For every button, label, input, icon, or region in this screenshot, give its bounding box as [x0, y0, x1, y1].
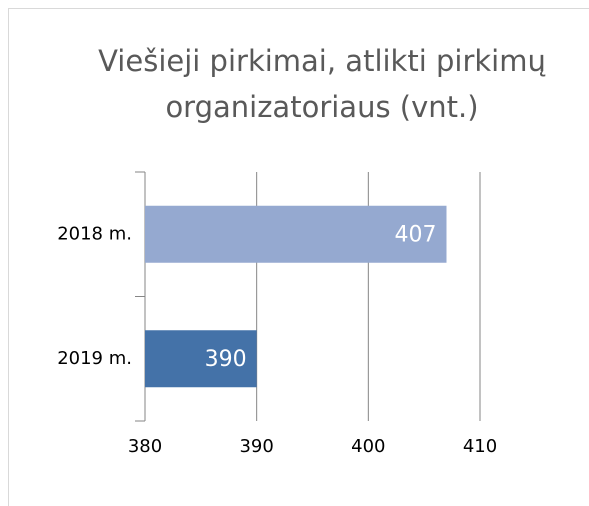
y-tick-label: 2019 m.: [57, 348, 132, 369]
x-tick-label: 400: [351, 436, 385, 457]
y-tick-label: 2018 m.: [57, 223, 132, 244]
bar: [145, 205, 447, 263]
chart-border: [8, 8, 589, 506]
bar: [145, 330, 257, 388]
value-label: 390: [205, 347, 247, 372]
x-tick-label: 410: [463, 436, 497, 457]
value-label: 407: [395, 222, 437, 247]
chart-title: Viešieji pirkimai, atlikti pirkimų organ…: [98, 44, 546, 124]
x-tick-label: 390: [239, 436, 273, 457]
x-tick-label: 380: [128, 436, 162, 457]
